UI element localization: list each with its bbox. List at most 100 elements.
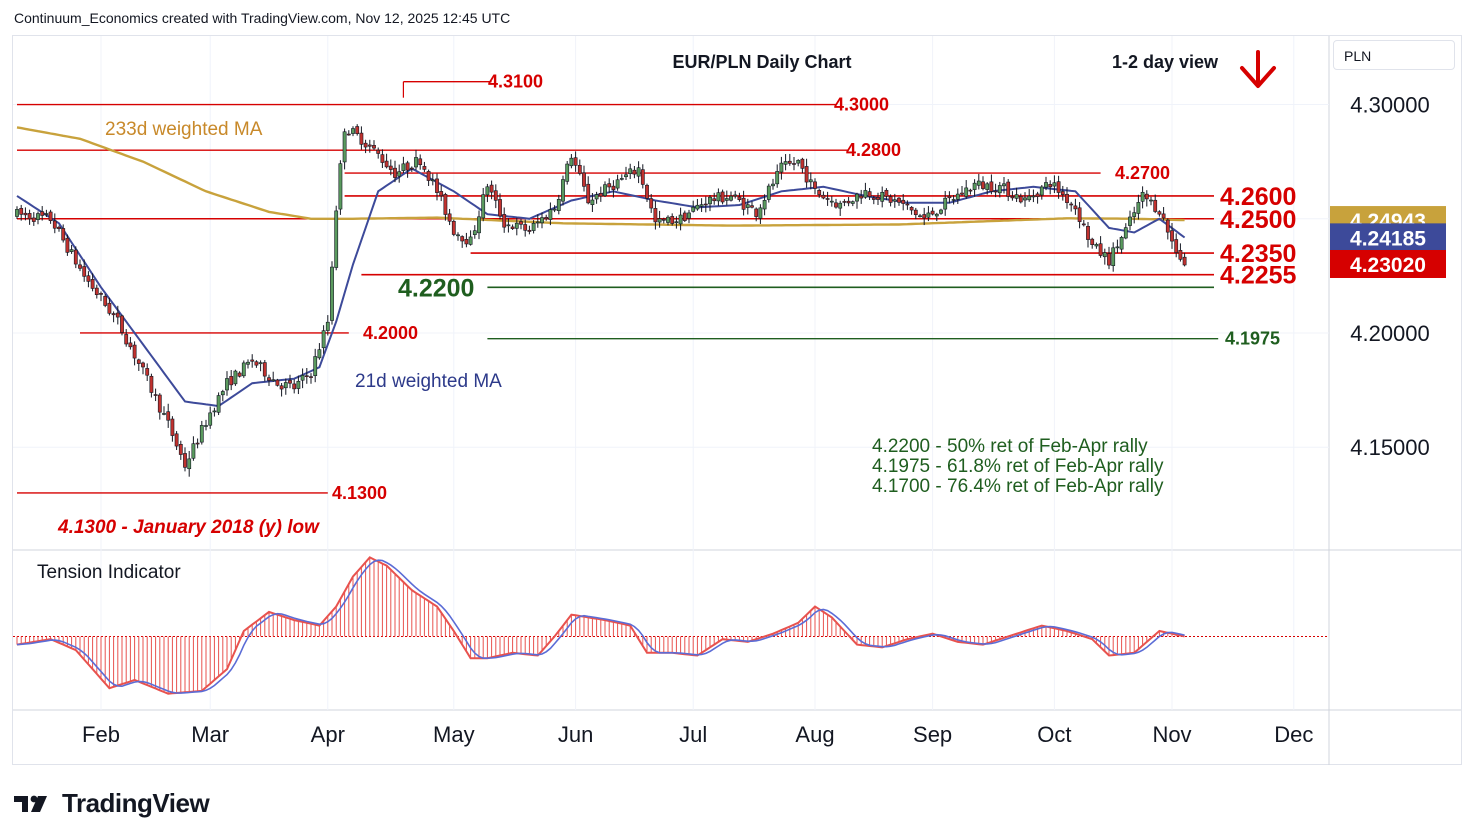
candle <box>720 189 725 205</box>
candle-body <box>1119 237 1124 250</box>
candle <box>905 200 910 210</box>
candle-body <box>792 163 796 165</box>
candle <box>157 393 162 420</box>
candle <box>813 178 817 195</box>
candle-body <box>82 266 87 277</box>
candle-body <box>888 196 893 203</box>
candle <box>246 359 250 369</box>
candle-body <box>523 224 528 231</box>
candle-body <box>1107 253 1111 266</box>
candle-body <box>1056 181 1061 193</box>
candle-body <box>1018 196 1023 203</box>
candle-body <box>808 179 813 183</box>
candle <box>703 196 708 213</box>
candle <box>1119 235 1124 254</box>
candle <box>1044 176 1048 191</box>
candle-body <box>330 266 334 321</box>
candle-body <box>317 349 322 359</box>
chart-frame <box>12 35 1462 765</box>
price-tick-label-0: 4.30000 <box>1350 93 1430 118</box>
candle-body <box>884 189 889 197</box>
candle-body <box>586 183 591 204</box>
indicator-signal-line <box>16 559 1185 694</box>
candle <box>779 156 784 180</box>
chart-attribution: Continuum_Economics created with Trading… <box>14 10 511 26</box>
candle <box>48 209 53 224</box>
candle <box>997 181 1002 198</box>
candle-body <box>1031 195 1036 198</box>
candle-body <box>220 391 225 396</box>
candle <box>69 244 74 254</box>
candle-body <box>267 377 271 381</box>
time-tick-label-sep: Sep <box>913 722 952 747</box>
candle <box>31 212 36 226</box>
candle <box>603 181 607 198</box>
candle <box>876 192 880 206</box>
candle-body <box>561 179 565 202</box>
candle-body <box>321 330 326 349</box>
candle <box>44 209 49 218</box>
candle-body <box>951 199 956 201</box>
candle-body <box>989 181 994 192</box>
candle <box>40 206 45 221</box>
candle <box>615 174 620 191</box>
candle <box>661 217 666 224</box>
candle-body <box>897 197 901 203</box>
candle <box>136 358 141 371</box>
candle <box>124 329 129 347</box>
candle <box>569 154 574 169</box>
candle <box>468 230 473 246</box>
candle <box>1136 194 1141 220</box>
candle-body <box>136 359 141 364</box>
candle-body <box>519 221 523 225</box>
candle <box>1107 246 1111 270</box>
candle-body <box>128 342 133 348</box>
retracement-note-0: 4.2200 - 50% ret of Feb-Apr rally <box>872 436 1148 457</box>
candle <box>204 419 208 431</box>
candle-body <box>1027 195 1032 201</box>
candle <box>401 156 406 174</box>
candle <box>414 149 418 171</box>
candle-body <box>1170 230 1174 242</box>
candle <box>1149 196 1153 206</box>
currency-selector[interactable]: PLN <box>1333 40 1455 70</box>
candle <box>960 186 964 196</box>
candle <box>556 194 561 215</box>
candle <box>342 128 347 170</box>
tradingview-logo[interactable]: TradingView <box>14 788 210 819</box>
candle-body <box>1039 186 1044 196</box>
candle-body <box>212 410 217 413</box>
candle <box>1157 210 1162 217</box>
candle-body <box>997 185 1002 194</box>
candle-body <box>682 212 687 221</box>
retracement-note-1: 4.1975 - 61.8% ret of Feb-Apr rally <box>872 456 1164 477</box>
candle-body <box>708 196 712 205</box>
candle-body <box>930 210 935 215</box>
candle <box>288 374 292 389</box>
candle-body <box>544 216 549 220</box>
candle <box>376 147 381 159</box>
candle <box>65 234 70 256</box>
candle <box>540 212 544 229</box>
candle-body <box>615 179 620 189</box>
candle <box>330 261 334 325</box>
candle-body <box>443 194 448 215</box>
time-tick-label-nov: Nov <box>1152 722 1191 747</box>
candle <box>611 180 616 198</box>
candle-body <box>850 201 855 204</box>
candle-body <box>1060 191 1065 195</box>
candle-body <box>313 356 318 376</box>
candle <box>262 359 267 382</box>
candle <box>951 195 956 205</box>
candle <box>485 183 490 203</box>
candle-body <box>430 179 435 182</box>
candle-body <box>573 157 578 166</box>
candle-body <box>300 375 305 381</box>
price-badge-value: 4.24185 <box>1350 227 1426 250</box>
candle-body <box>283 382 288 389</box>
level-label-4-2600: 4.2600 <box>1220 183 1296 211</box>
candle-body <box>489 184 494 193</box>
candle <box>577 159 582 176</box>
candle-body <box>628 168 633 174</box>
